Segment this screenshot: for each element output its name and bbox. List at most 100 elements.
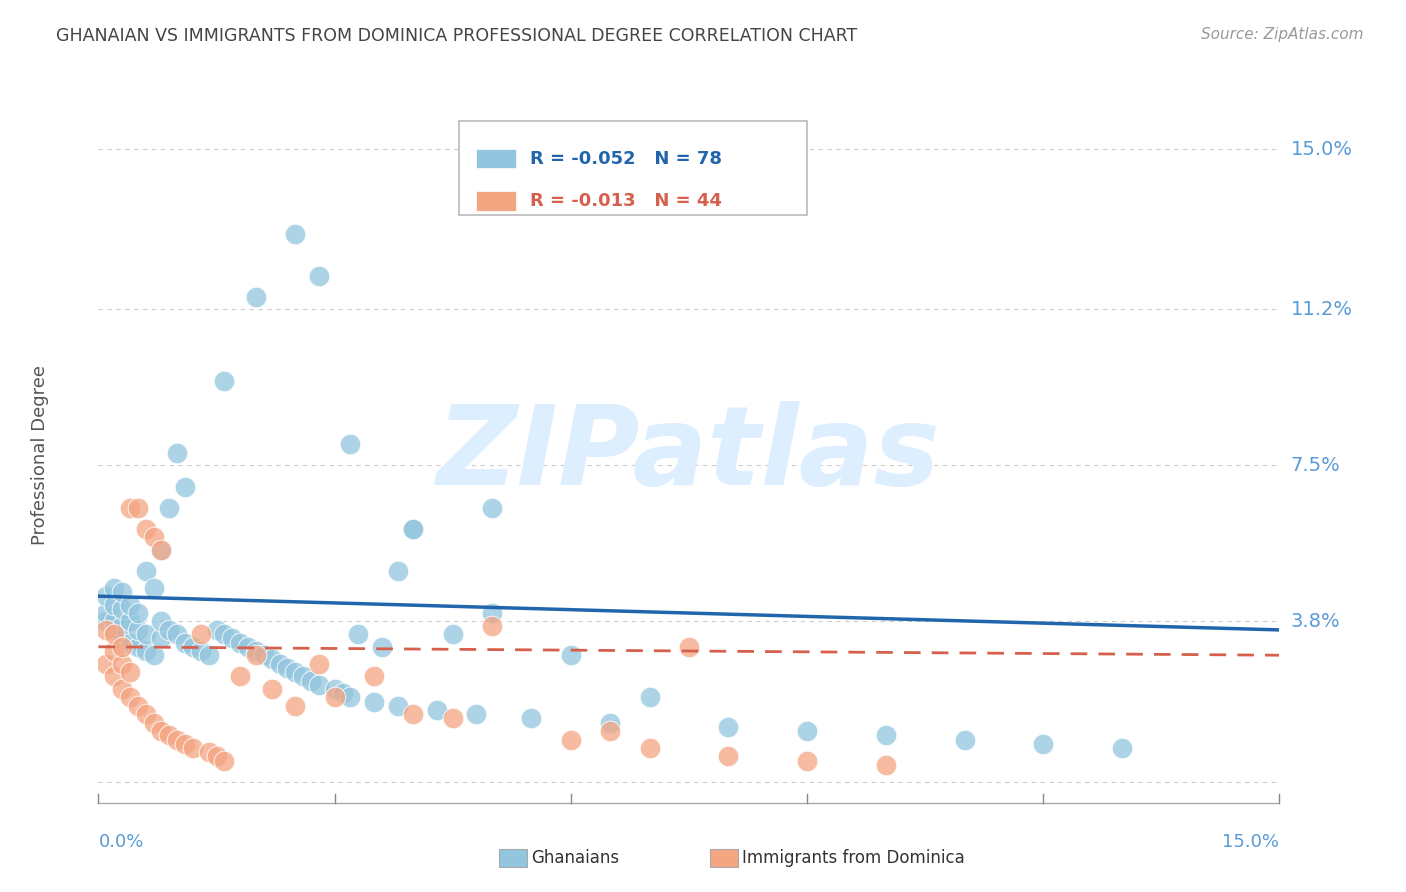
Point (796, 724, 818, 739)
Point (875, 728, 897, 742)
Point (103, 669, 125, 683)
Point (142, 581, 165, 595)
Point (111, 657, 134, 671)
Text: GHANAIAN VS IMMIGRANTS FROM DOMINICA PROFESSIONAL DEGREE CORRELATION CHART: GHANAIAN VS IMMIGRANTS FROM DOMINICA PRO… (56, 27, 858, 45)
Text: Ghanaians: Ghanaians (531, 849, 620, 867)
Point (638, 741, 661, 756)
Point (678, 640, 700, 654)
Point (371, 640, 394, 654)
Point (339, 690, 361, 705)
Point (174, 635, 197, 649)
Point (96, 657, 118, 671)
Point (875, 757, 897, 772)
Point (103, 644, 125, 658)
Point (111, 618, 134, 632)
Text: 3.8%: 3.8% (1291, 612, 1340, 631)
Point (96, 623, 118, 637)
Point (638, 690, 661, 705)
Point (269, 657, 291, 671)
Point (135, 707, 157, 722)
Point (127, 606, 149, 620)
Point (181, 741, 204, 756)
Point (135, 644, 157, 658)
Point (96, 589, 118, 603)
Point (118, 598, 141, 612)
Point (245, 644, 267, 658)
Point (284, 665, 307, 679)
Point (205, 623, 228, 637)
Point (111, 632, 134, 646)
Point (221, 632, 243, 646)
Text: Immigrants from Dominica: Immigrants from Dominica (742, 849, 965, 867)
Point (166, 732, 188, 747)
Text: 15.0%: 15.0% (1291, 140, 1353, 159)
Point (96, 606, 118, 620)
Point (118, 615, 141, 629)
Point (441, 711, 464, 725)
Point (299, 673, 322, 688)
Text: 11.2%: 11.2% (1291, 300, 1353, 319)
Point (308, 268, 330, 283)
Point (157, 500, 180, 515)
Point (260, 681, 283, 696)
Point (481, 618, 503, 632)
Point (118, 500, 141, 515)
Point (953, 732, 976, 747)
Point (323, 690, 346, 705)
Point (481, 606, 503, 620)
Point (796, 754, 818, 768)
Point (190, 627, 212, 641)
Point (142, 530, 165, 544)
Bar (477, 149, 516, 169)
Point (197, 745, 219, 759)
Point (599, 715, 621, 730)
Point (347, 627, 370, 641)
Point (520, 711, 543, 725)
Point (323, 681, 346, 696)
Point (214, 754, 236, 768)
Point (103, 627, 125, 641)
Point (245, 648, 267, 663)
Text: R = -0.013   N = 44: R = -0.013 N = 44 (530, 192, 723, 210)
Point (284, 227, 307, 241)
Point (135, 627, 157, 641)
Point (214, 374, 236, 388)
Point (111, 602, 134, 616)
Point (111, 640, 134, 654)
Point (118, 635, 141, 649)
Point (142, 715, 165, 730)
Point (236, 640, 259, 654)
Point (190, 644, 212, 658)
Point (150, 615, 173, 629)
Point (96, 615, 118, 629)
Point (387, 698, 409, 713)
Point (363, 695, 385, 709)
Point (441, 627, 464, 641)
Point (127, 640, 149, 654)
Point (150, 542, 173, 557)
Point (174, 479, 197, 493)
Point (174, 737, 197, 751)
Point (308, 678, 330, 692)
Point (150, 632, 173, 646)
Point (127, 698, 149, 713)
Point (181, 640, 204, 654)
Text: Professional Degree: Professional Degree (31, 365, 49, 545)
Point (214, 627, 236, 641)
Bar (477, 191, 516, 211)
Point (363, 669, 385, 683)
Point (560, 648, 582, 663)
Point (103, 615, 125, 629)
Point (339, 437, 361, 451)
Point (253, 648, 276, 663)
Point (332, 686, 354, 700)
Text: 0.0%: 0.0% (98, 833, 143, 851)
Point (111, 681, 134, 696)
Point (135, 564, 157, 578)
Point (1032, 737, 1054, 751)
Point (717, 720, 740, 734)
Text: R = -0.052   N = 78: R = -0.052 N = 78 (530, 150, 723, 168)
Point (103, 623, 125, 637)
Text: Source: ZipAtlas.com: Source: ZipAtlas.com (1201, 27, 1364, 42)
Point (157, 728, 180, 742)
